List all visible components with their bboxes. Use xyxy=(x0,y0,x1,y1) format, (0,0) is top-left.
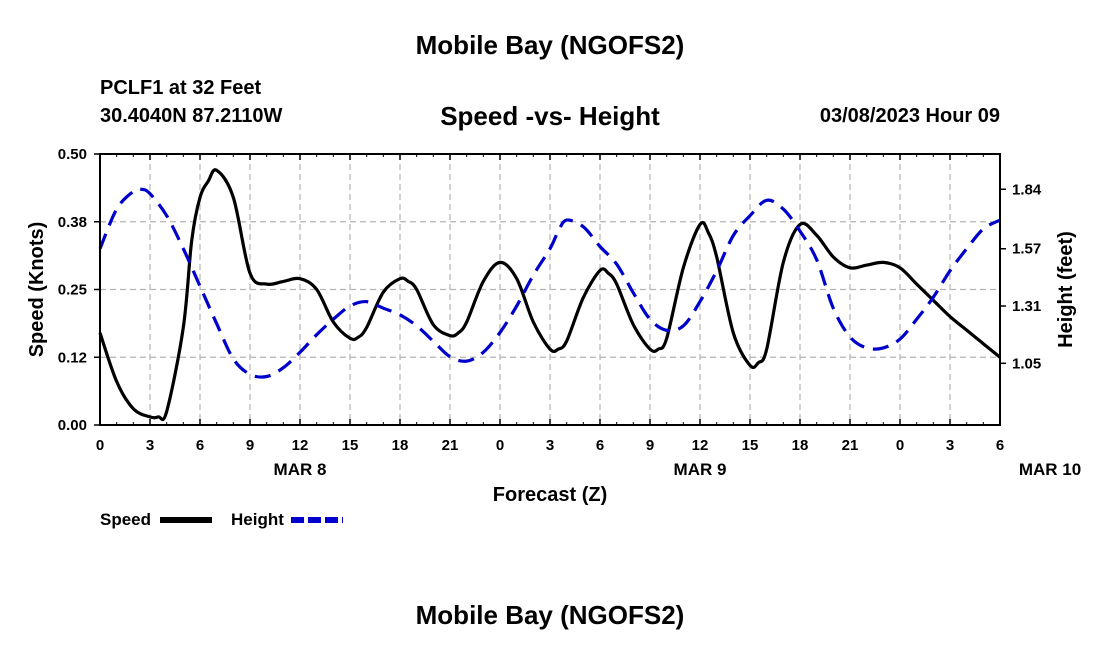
date-label: MAR 8 xyxy=(274,460,327,479)
y2-tick-label: 1.05 xyxy=(1012,355,1041,372)
y2-tick-label: 1.57 xyxy=(1012,241,1041,258)
x-tick-label: 3 xyxy=(146,437,154,454)
x-tick-label: 3 xyxy=(946,437,954,454)
y-tick-label: 0.38 xyxy=(58,214,87,231)
footer-title: Mobile Bay (NGOFS2) xyxy=(415,600,685,630)
x-tick-label: 18 xyxy=(392,437,409,454)
x-axis-label: Forecast (Z) xyxy=(493,484,607,506)
x-tick-label: 12 xyxy=(292,437,309,454)
x-tick-label: 9 xyxy=(646,437,654,454)
x-tick-label: 0 xyxy=(896,437,904,454)
station-name: PCLF1 at 32 Feet xyxy=(100,77,262,99)
y2-axis-label: Height (feet) xyxy=(1055,231,1077,348)
x-tick-label: 12 xyxy=(692,437,709,454)
x-tick-label: 21 xyxy=(442,437,459,454)
y-tick-label: 0.00 xyxy=(58,417,87,434)
x-tick-label: 18 xyxy=(792,437,809,454)
date-label: MAR 9 xyxy=(674,460,727,479)
y2-tick-label: 1.31 xyxy=(1012,298,1041,315)
x-tick-label: 0 xyxy=(96,437,104,454)
legend-height-label: Height xyxy=(231,510,284,529)
y-tick-label: 0.12 xyxy=(58,349,87,366)
x-tick-label: 15 xyxy=(742,437,759,454)
main-title: Mobile Bay (NGOFS2) xyxy=(415,30,685,60)
series-height-line xyxy=(98,187,1001,379)
date-label: MAR 10 xyxy=(1019,460,1081,479)
chart-axes: 0 3 6 9 12 15 18 21 0 3 6 9 12 15 18 21 0 3 6 MAR 8 MAR 9 MAR… xyxy=(58,146,1081,479)
x-tick-label: 15 xyxy=(342,437,359,454)
x-tick-label: 0 xyxy=(496,437,504,454)
x-tick-label: 9 xyxy=(246,437,254,454)
chart-datetime: 03/08/2023 Hour 09 xyxy=(819,105,1000,127)
x-tick-label: 6 xyxy=(596,437,604,454)
chart-legend: Speed Height xyxy=(100,510,343,529)
y2-tick-label: 1.84 xyxy=(1012,181,1042,198)
y-axis-label: Speed (Knots) xyxy=(26,222,48,358)
chart-grid xyxy=(100,154,1000,425)
series-speed-line xyxy=(98,168,1002,422)
x-tick-label: 21 xyxy=(842,437,859,454)
y-tick-label: 0.25 xyxy=(58,282,87,299)
x-tick-label: 6 xyxy=(196,437,204,454)
chart-series xyxy=(98,168,1002,422)
x-tick-label: 6 xyxy=(996,437,1004,454)
chart-title: Speed -vs- Height xyxy=(440,101,660,131)
x-tick-label: 3 xyxy=(546,437,554,454)
y-tick-label: 0.50 xyxy=(58,146,87,163)
station-coords: 30.4040N 87.2110W xyxy=(100,105,283,127)
legend-speed-label: Speed xyxy=(100,510,151,529)
